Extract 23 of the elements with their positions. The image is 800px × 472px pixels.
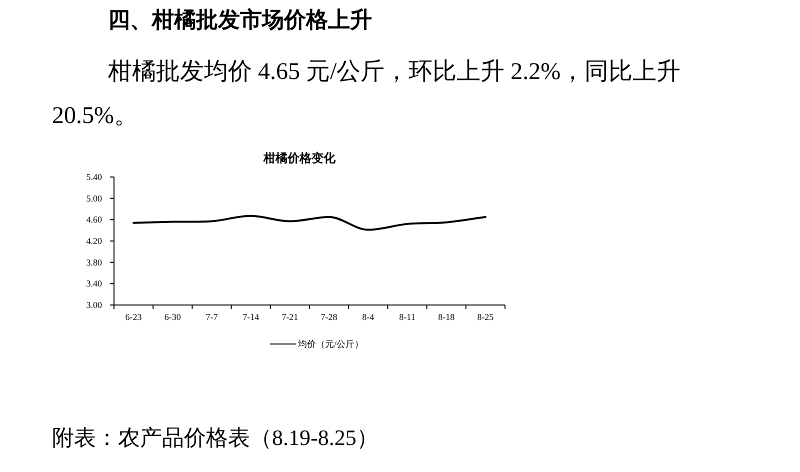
x-tick-label: 8-18 xyxy=(438,312,456,322)
x-tick-label: 8-11 xyxy=(399,312,416,322)
x-tick-label: 8-25 xyxy=(477,312,494,322)
y-tick-label: 5.40 xyxy=(86,172,102,182)
y-tick-label: 3.00 xyxy=(86,300,102,310)
y-tick-label: 4.20 xyxy=(86,236,102,246)
y-tick-label: 3.40 xyxy=(86,278,102,289)
y-tick-label: 4.60 xyxy=(86,214,102,225)
x-tick-label: 8-4 xyxy=(362,312,375,322)
text: 四、柑橘批发市场价格上升 xyxy=(108,6,373,34)
legend-label: 均价（元/公斤） xyxy=(297,339,364,349)
x-tick-label: 7-14 xyxy=(242,312,260,322)
y-tick-label: 5.00 xyxy=(86,193,102,204)
x-tick-label: 6-30 xyxy=(164,312,182,322)
text: 附表：农产品价格表（8.19-8.25） xyxy=(52,424,380,452)
x-tick-label: 6-23 xyxy=(125,312,142,322)
chart-title: 柑橘价格变化 xyxy=(262,151,336,165)
text: 柑橘批发均价 4.65 元/公斤，环比上升 2.2%，同比上升 20.5%。 xyxy=(52,58,682,131)
x-tick-label: 7-7 xyxy=(206,312,218,322)
x-tick-label: 7-28 xyxy=(320,312,338,322)
x-tick-label: 7-21 xyxy=(282,312,298,322)
y-tick-label: 3.80 xyxy=(86,257,102,268)
line-series xyxy=(132,214,486,231)
